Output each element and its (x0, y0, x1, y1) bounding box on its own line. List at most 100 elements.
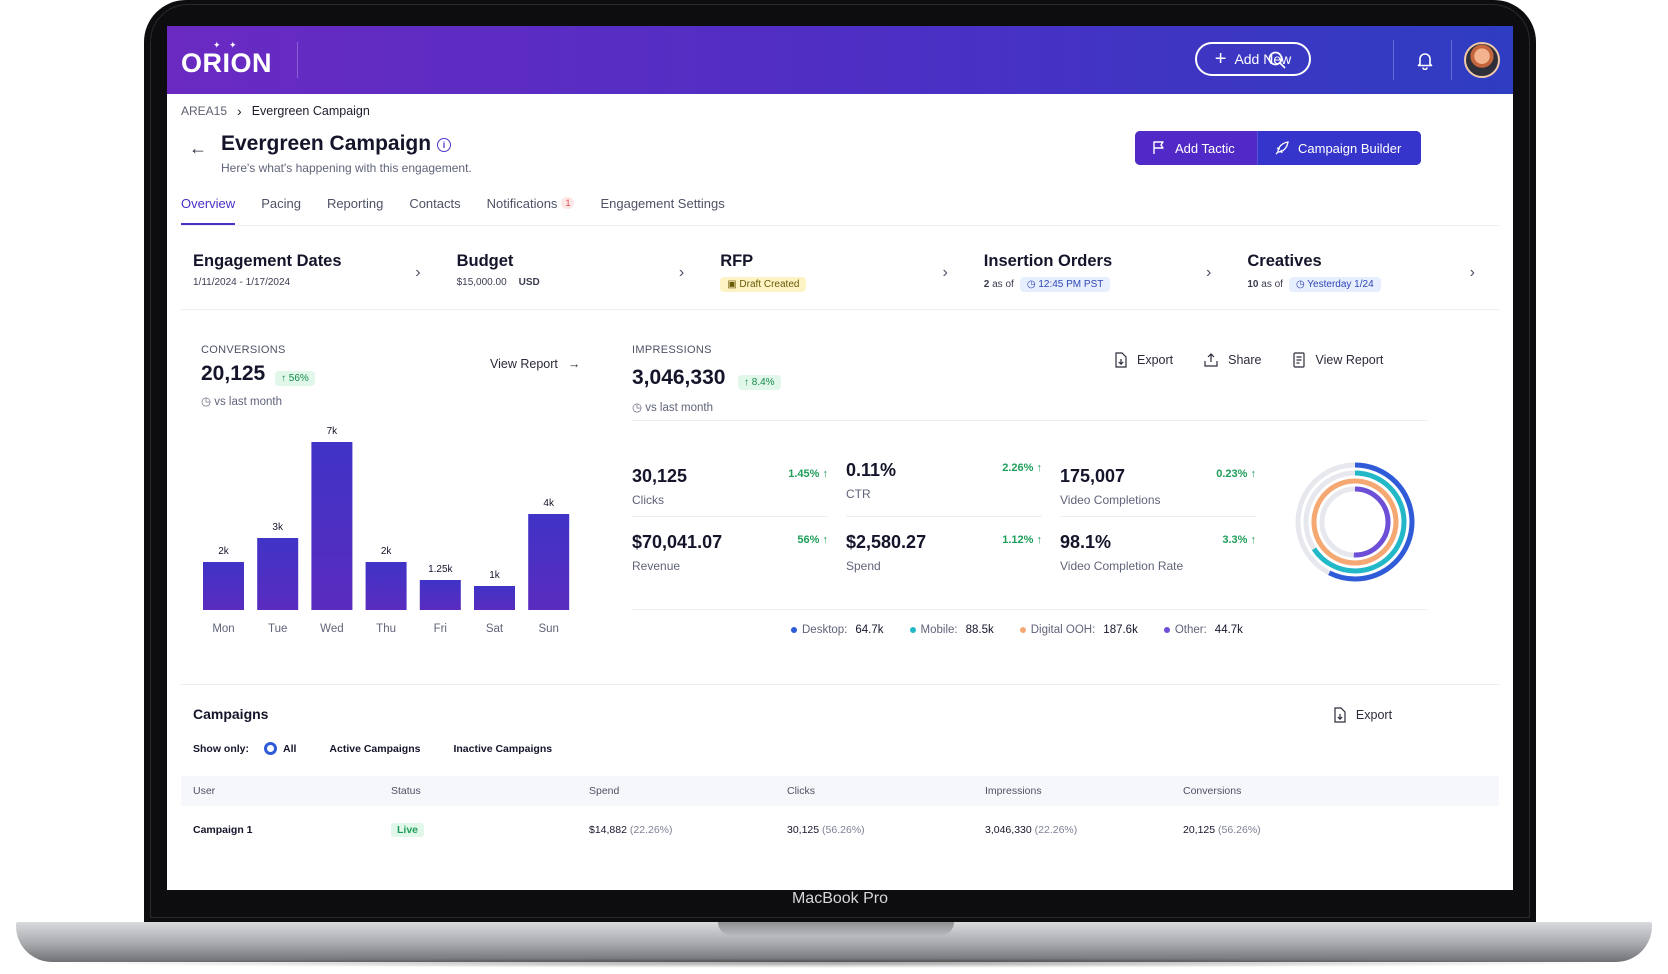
insertion-orders-card[interactable]: Insertion Orders 2 as of ◷ 12:45 PM PST … (972, 240, 1236, 309)
tab-notifications[interactable]: Notifications 1 (487, 196, 575, 225)
spend-value: $14,882 (589, 824, 627, 836)
card-title: Budget (456, 252, 514, 270)
column-header-spend[interactable]: Spend (589, 785, 620, 797)
column-header-status[interactable]: Status (391, 785, 421, 797)
tab-contacts[interactable]: Contacts (409, 196, 460, 225)
campaign-filter: Show only: All Active Campaigns Inactive… (193, 742, 570, 755)
clock-icon: ◷ (1026, 279, 1039, 290)
metric-label: Video Completion Rate (1060, 559, 1184, 573)
engagement-dates-card[interactable]: Engagement Dates 1/11/2024 - 1/17/2024 › (181, 240, 445, 309)
ring-arc-digital-ooh[interactable] (1311, 478, 1399, 566)
add-tactic-button[interactable]: Add Tactic (1135, 131, 1257, 165)
column-header-conversions[interactable]: Conversions (1183, 785, 1242, 797)
divider (632, 516, 828, 517)
divider (632, 609, 1427, 610)
tab-engagement-settings[interactable]: Engagement Settings (600, 196, 724, 225)
tab-overview[interactable]: Overview (181, 196, 236, 225)
arrow-right-icon: → (567, 357, 581, 371)
back-arrow-icon[interactable]: ← (189, 138, 207, 158)
column-header-user[interactable]: User (193, 785, 216, 797)
ring-arc-other[interactable] (1319, 486, 1391, 558)
legend-dot (1163, 627, 1170, 633)
bar-sat[interactable] (474, 586, 515, 610)
user-avatar[interactable] (1464, 42, 1500, 78)
lock-icon: ▣ (727, 279, 740, 290)
metric-clicks: 30,125 Clicks 1.45% ↑ (632, 466, 828, 507)
campaigns-export-button[interactable]: Export (1317, 700, 1407, 730)
share-label: Share (1228, 353, 1262, 367)
impressions-actions: Export Share View Report (1113, 352, 1383, 368)
filter-option-all[interactable]: All (264, 742, 296, 755)
tab-label: Pacing (261, 196, 301, 211)
view-report-label: View Report (1315, 353, 1384, 367)
clicks-percent: (56.26%) (822, 824, 865, 836)
export-button[interactable]: Export (1113, 352, 1173, 368)
topbar-separator (1451, 40, 1452, 80)
creatives-count: 10 (1247, 279, 1259, 290)
conversions-view-report-link[interactable]: View Report → (490, 357, 580, 371)
tab-reporting[interactable]: Reporting (327, 196, 383, 225)
engagement-dates-value: 1/11/2024 - 1/17/2024 (193, 277, 291, 288)
breadcrumb-current: Evergreen Campaign (251, 104, 370, 118)
budget-card[interactable]: Budget $15,000.00 USD › (445, 240, 709, 309)
top-bar: ✦ ✦ ORION + Add New (167, 26, 1513, 94)
currency-label: USD (518, 277, 540, 288)
search-icon[interactable] (1261, 44, 1293, 76)
flag-icon (1153, 141, 1164, 154)
metric-value: $70,041.07 (632, 532, 723, 552)
ring-arc-desktop[interactable] (1295, 462, 1415, 582)
impressions-change-badge: ↑ 8.4% (738, 375, 781, 390)
view-report-button[interactable]: View Report (1292, 352, 1384, 368)
share-button[interactable]: Share (1203, 352, 1262, 368)
metric-value: 175,007 (1060, 466, 1126, 486)
bar-wed[interactable] (311, 442, 353, 610)
creatives-card[interactable]: Creatives 10 as of ◷ Yesterday 1/24 › (1235, 240, 1499, 309)
info-icon[interactable]: i (437, 138, 451, 152)
metric-spend: $2,580.27 Spend 1.12% ↑ (846, 532, 1042, 573)
clock-icon: ◷ (201, 396, 215, 408)
legend-value: 64.7k (855, 624, 884, 636)
legend-label: Other: (1174, 624, 1207, 636)
bar-mon[interactable] (203, 562, 244, 610)
card-title: RFP (720, 252, 754, 270)
campaign-name[interactable]: Campaign 1 (193, 824, 253, 836)
filter-option-active[interactable]: Active Campaigns (329, 743, 420, 755)
filter-label: Show only: (193, 742, 249, 755)
legend-label: Digital OOH: (1030, 624, 1096, 636)
clock-icon: ◷ (1295, 279, 1308, 290)
filter-option-inactive[interactable]: Inactive Campaigns (453, 743, 552, 755)
legend-dot (791, 627, 797, 633)
column-header-clicks[interactable]: Clicks (787, 785, 815, 797)
view-report-label: View Report (490, 357, 558, 371)
metric-video-completion-rate: 98.1% Video Completion Rate 3.3% ↑ (1060, 532, 1256, 573)
as-of-label: as of (1261, 279, 1283, 290)
campaign-builder-button[interactable]: Campaign Builder (1257, 131, 1421, 165)
page-title: Evergreen Campaign (221, 132, 432, 155)
bar-tue[interactable] (257, 538, 299, 610)
metric-delta: 0.23% ↑ (1216, 468, 1256, 480)
legend-dot (1019, 627, 1026, 633)
share-icon (1204, 353, 1218, 367)
campaigns-title: Campaigns (193, 706, 269, 722)
app-logo[interactable]: ORION (181, 48, 273, 78)
file-download-icon (1334, 707, 1346, 723)
radio-selected[interactable] (264, 742, 277, 755)
breadcrumb-root[interactable]: AREA15 (181, 104, 228, 118)
table-row[interactable]: Campaign 1 Live $14,882 (22.26%) 30,125 … (181, 816, 1499, 844)
bell-icon[interactable] (1409, 44, 1441, 76)
tab-pacing[interactable]: Pacing (261, 196, 301, 225)
column-header-impressions[interactable]: Impressions (985, 785, 1042, 797)
device-split-legend: Desktop: 64.7k Mobile: 88.5k Digital OOH: 1… (791, 624, 1243, 636)
bar-thu[interactable] (365, 562, 407, 610)
legend-dot (909, 627, 916, 633)
conversions-value: 20,125 (201, 362, 266, 385)
metric-value: 0.11% (846, 460, 897, 480)
rfp-card[interactable]: RFP ▣ Draft Created › (708, 240, 972, 309)
bar-sun[interactable] (528, 514, 570, 610)
bar-fri[interactable] (419, 580, 461, 610)
add-new-button[interactable]: + Add New (1195, 42, 1311, 76)
legend-item-other: Other: 44.7k (1163, 624, 1243, 636)
tab-bar: Overview Pacing Reporting Contacts Notif… (181, 196, 1499, 226)
comparison-text: vs last month (645, 402, 713, 414)
ring-arc-mobile[interactable] (1303, 470, 1407, 574)
